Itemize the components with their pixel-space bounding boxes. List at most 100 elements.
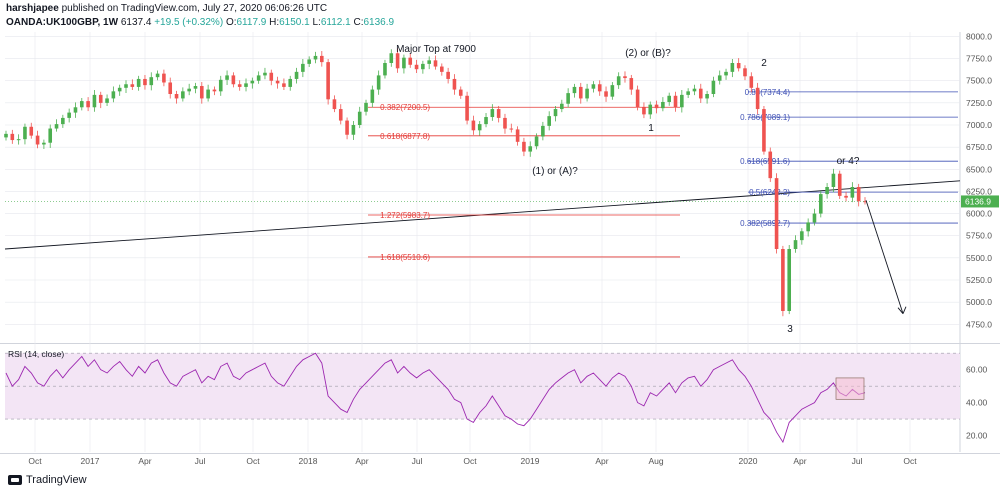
candle (383, 63, 387, 76)
price-tick-label: 6000.0 (966, 209, 992, 219)
candle (749, 76, 754, 88)
candle (648, 104, 653, 115)
fib-label: 0.382(7200.5) (380, 103, 430, 112)
fib-label: 0.618(6877.8) (380, 132, 430, 141)
candle (471, 120, 476, 131)
candle (4, 133, 8, 138)
candle (730, 63, 735, 72)
candle (269, 72, 274, 81)
candle (92, 94, 97, 108)
time-tick-label: 2020 (739, 456, 758, 466)
candle (755, 87, 760, 110)
candle (572, 86, 577, 94)
candle (560, 103, 564, 110)
candle (661, 101, 665, 109)
candle (225, 75, 229, 80)
candle (490, 109, 495, 118)
candle (642, 107, 646, 115)
candle (61, 117, 65, 125)
candle (376, 75, 381, 90)
time-tick-label: Jul (195, 456, 206, 466)
candle (458, 89, 463, 96)
candle (850, 187, 855, 198)
candle (86, 101, 90, 108)
candle (79, 101, 84, 108)
price-tick-label: 7000.0 (966, 120, 992, 130)
price-tick-label: 8000.0 (966, 31, 992, 41)
time-tick-label: Aug (648, 456, 663, 466)
low-label: L: (312, 17, 321, 28)
candle (313, 55, 318, 60)
candle (717, 75, 722, 81)
wave-annotation: 2 (761, 58, 767, 69)
candle (364, 102, 368, 112)
candle (370, 89, 375, 103)
candle (10, 133, 15, 141)
candle (320, 55, 324, 63)
fib-label: 0.88(7374.4) (745, 88, 791, 97)
candle (301, 63, 305, 72)
candle (465, 95, 469, 121)
candle (724, 71, 728, 76)
rsi-title: RSI (14, close) (8, 349, 64, 359)
candle (541, 125, 545, 137)
candle (212, 89, 217, 92)
candle (237, 84, 242, 87)
candle (692, 88, 697, 92)
author-name[interactable]: harshjapee (6, 3, 59, 14)
time-tick-label: Oct (28, 456, 42, 466)
candle (42, 142, 46, 145)
candle (711, 80, 716, 94)
candle (16, 139, 21, 141)
candle (408, 57, 413, 65)
rsi-band (5, 353, 960, 420)
symbol-name[interactable]: OANDA:UK100GBP, 1W (6, 17, 119, 28)
wave-annotation: Major Top at 7900 (396, 44, 476, 55)
candle (345, 120, 349, 135)
candle (143, 78, 147, 86)
candle (743, 68, 747, 77)
time-tick-label: 2019 (521, 456, 540, 466)
rsi-line (5, 352, 866, 444)
candle (654, 104, 659, 109)
time-tick-label: Apr (138, 456, 151, 466)
rsi-tick-label: 60.00 (966, 365, 988, 375)
open-label: O: (225, 17, 237, 28)
price-tick-label: 5500.0 (966, 253, 992, 263)
candle (591, 84, 596, 89)
candle (218, 79, 223, 92)
time-tick-label: Apr (355, 456, 368, 466)
candle (610, 85, 615, 97)
wave-annotation: (1) or (A)? (532, 166, 578, 177)
candle (395, 53, 400, 69)
candle (168, 82, 173, 94)
candle (629, 78, 634, 90)
price-tick-label: 7250.0 (966, 98, 992, 108)
candle (597, 84, 602, 92)
candle (825, 187, 829, 195)
candle (250, 80, 255, 84)
candle (806, 222, 810, 232)
price-change: +19.5 (+0.32%) (154, 17, 224, 28)
candle (130, 84, 135, 87)
candle (477, 124, 482, 131)
candle (673, 95, 678, 108)
footer-brand[interactable]: TradingView (26, 474, 87, 486)
fib-label: 0.618(6591.6) (740, 157, 790, 166)
candle (282, 83, 286, 87)
candle (187, 88, 191, 92)
candle (528, 146, 533, 152)
price-tick-label: 6500.0 (966, 164, 992, 174)
candle (680, 94, 684, 108)
candle (446, 71, 450, 79)
candle (23, 126, 27, 140)
candle (812, 213, 817, 223)
candle (206, 89, 210, 99)
last-price-badge (961, 195, 999, 208)
publish-info: harshjapee published on TradingView.com,… (6, 3, 327, 14)
candle (844, 195, 848, 198)
time-tick-label: Apr (793, 456, 806, 466)
publish-text: published on TradingView.com, July 27, 2… (58, 3, 328, 14)
candle (402, 57, 406, 69)
